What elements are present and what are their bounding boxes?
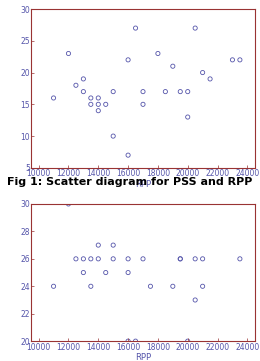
Point xyxy=(74,256,78,262)
Point xyxy=(126,270,130,275)
Point xyxy=(104,101,108,107)
Point xyxy=(200,256,205,262)
Point xyxy=(111,242,115,248)
Point xyxy=(141,89,145,95)
Point xyxy=(89,95,93,101)
Point xyxy=(193,297,197,303)
Point xyxy=(141,256,145,262)
Point xyxy=(89,283,93,289)
X-axis label: RPP: RPP xyxy=(135,353,151,361)
Point xyxy=(193,25,197,31)
Point xyxy=(186,114,190,120)
Point xyxy=(178,256,182,262)
Text: Fig 1: Scatter diagram for PSS and RPP: Fig 1: Scatter diagram for PSS and RPP xyxy=(7,177,253,187)
Point xyxy=(96,242,100,248)
Point xyxy=(96,101,100,107)
Point xyxy=(81,270,86,275)
Point xyxy=(74,82,78,88)
Point xyxy=(193,256,197,262)
Point xyxy=(111,256,115,262)
Point xyxy=(186,89,190,95)
Point xyxy=(238,57,242,63)
Point xyxy=(111,133,115,139)
Point xyxy=(178,256,182,262)
Point xyxy=(208,76,212,82)
Point xyxy=(89,256,93,262)
Point xyxy=(141,101,145,107)
Point xyxy=(178,89,182,95)
Point xyxy=(133,338,138,344)
X-axis label: RPP: RPP xyxy=(135,180,151,189)
Point xyxy=(104,270,108,275)
Point xyxy=(81,89,86,95)
Point xyxy=(96,108,100,114)
Point xyxy=(51,95,56,101)
Point xyxy=(81,76,86,82)
Point xyxy=(200,70,205,75)
Point xyxy=(163,89,167,95)
Point xyxy=(51,283,56,289)
Point xyxy=(230,57,235,63)
Point xyxy=(171,283,175,289)
Point xyxy=(89,101,93,107)
Point xyxy=(81,256,86,262)
Point xyxy=(156,51,160,56)
Point xyxy=(133,25,138,31)
Point xyxy=(171,63,175,69)
Point xyxy=(200,283,205,289)
Point xyxy=(111,89,115,95)
Point xyxy=(186,338,190,344)
Point xyxy=(66,51,70,56)
Point xyxy=(126,57,130,63)
Point xyxy=(126,256,130,262)
Point xyxy=(126,338,130,344)
Point xyxy=(96,95,100,101)
Point xyxy=(238,256,242,262)
Point xyxy=(148,283,153,289)
Point xyxy=(96,256,100,262)
Point xyxy=(126,152,130,158)
Point xyxy=(66,201,70,207)
